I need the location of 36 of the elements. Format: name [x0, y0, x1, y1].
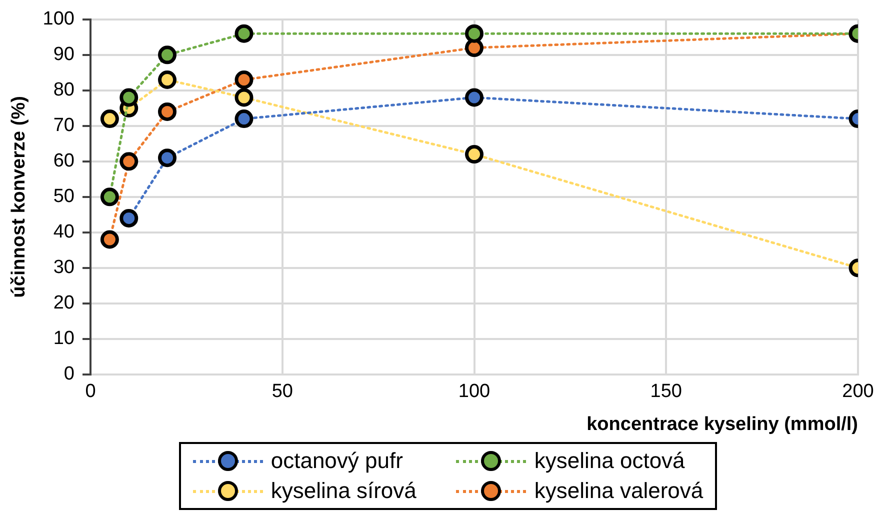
legend-label: kyselina valerová	[534, 477, 704, 505]
y-tick-label: 20	[53, 292, 74, 314]
legend-label: kyselina sírová	[270, 477, 416, 505]
y-tick-label: 50	[53, 186, 74, 208]
point	[120, 88, 138, 107]
point	[120, 208, 138, 228]
point	[100, 110, 119, 128]
point	[234, 110, 254, 128]
y-axis-title: účinnost konverze (%)	[8, 96, 30, 298]
y-tick-label: 100	[42, 8, 74, 30]
point	[234, 24, 254, 43]
point	[100, 230, 119, 249]
y-tick-label: 10	[53, 328, 74, 350]
point	[158, 70, 176, 89]
y-tick-label: 40	[53, 222, 74, 243]
x-tick-label: 100	[458, 381, 490, 402]
x-tick-label: 50	[272, 381, 293, 402]
x-axis-title: koncentrace kyseliny (mmol/l)	[586, 414, 858, 435]
y-tick-label: 90	[53, 44, 74, 66]
x-tick-label: 0	[85, 381, 96, 402]
point	[158, 148, 176, 168]
y-tick-label: 80	[53, 80, 74, 101]
legend-label: octanový pufr	[270, 447, 403, 475]
point	[158, 46, 176, 64]
y-tick-label: 0	[64, 364, 74, 385]
point	[234, 70, 254, 89]
y-tick-label: 30	[53, 257, 74, 278]
x-tick-label: 150	[650, 381, 682, 402]
x-tick-label: 200	[842, 381, 874, 402]
point	[120, 152, 138, 171]
legend-label: kyselina octová	[534, 447, 685, 475]
point	[158, 102, 176, 121]
point	[100, 188, 119, 206]
y-tick-label: 70	[53, 115, 74, 136]
y-tick-label: 60	[53, 150, 74, 172]
point	[234, 88, 254, 107]
